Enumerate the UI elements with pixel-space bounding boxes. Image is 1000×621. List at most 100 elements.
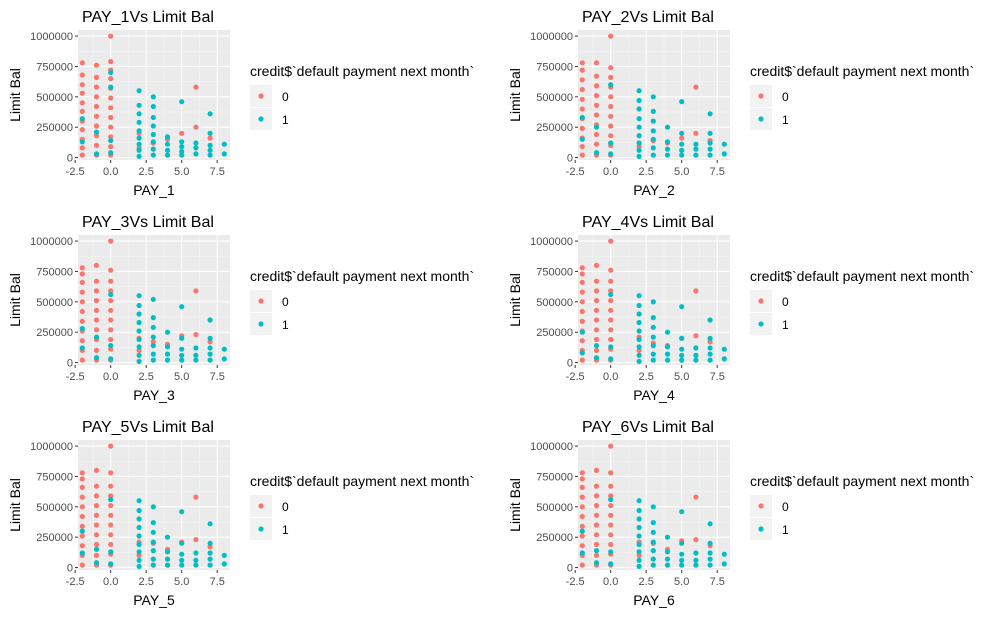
data-point <box>108 138 114 144</box>
legend-label: 0 <box>782 90 789 104</box>
y-tick-label: 0 <box>67 563 73 575</box>
data-point <box>608 82 614 88</box>
data-point <box>636 533 642 539</box>
data-point <box>93 129 100 135</box>
data-point <box>693 537 699 543</box>
data-point <box>179 562 185 568</box>
chart-panel: PAY_4Vs Limit Bal 0 250000 500000 750000 1000… <box>507 214 974 403</box>
y-tick-label: 0 <box>567 358 573 370</box>
y-tick-label: 500000 <box>36 502 73 514</box>
data-point <box>79 357 85 363</box>
data-point <box>93 123 100 129</box>
data-point <box>664 549 671 555</box>
legend-label: 0 <box>282 90 289 104</box>
data-point <box>608 278 614 284</box>
data-point <box>108 144 114 150</box>
data-point <box>108 549 114 555</box>
y-tick-label: 500000 <box>536 502 573 514</box>
data-point <box>136 498 142 504</box>
data-point <box>179 130 185 136</box>
series-1 <box>79 496 227 570</box>
data-point <box>579 308 585 315</box>
data-point <box>650 324 656 330</box>
x-tick-label: 2.5 <box>639 166 654 178</box>
data-point <box>93 288 100 294</box>
data-point <box>193 357 199 363</box>
data-point <box>108 33 114 39</box>
data-point <box>193 151 199 157</box>
y-tick-label: 1000000 <box>30 31 73 43</box>
data-point <box>207 130 213 136</box>
x-tick-label: -2.5 <box>66 576 85 588</box>
data-point <box>79 550 85 556</box>
data-point <box>650 357 656 363</box>
data-point <box>650 315 656 321</box>
data-point <box>164 562 171 568</box>
data-point <box>664 146 671 152</box>
data-point <box>150 334 156 340</box>
data-point <box>579 77 585 83</box>
data-point <box>221 356 227 362</box>
legend-marker <box>258 526 264 532</box>
data-point <box>193 537 199 543</box>
data-point <box>108 503 114 509</box>
data-point <box>193 84 199 90</box>
data-point <box>636 328 642 334</box>
data-point <box>79 116 85 122</box>
legend-title: credit$`default payment next month` <box>250 268 474 284</box>
x-tick-label: 0.0 <box>103 576 118 588</box>
data-point <box>108 84 114 90</box>
data-point <box>636 516 642 522</box>
data-point <box>579 543 585 549</box>
y-tick-label: 750000 <box>536 61 573 73</box>
data-point <box>179 551 185 557</box>
data-point <box>707 152 713 158</box>
data-point <box>679 357 685 363</box>
data-point <box>579 114 585 121</box>
data-point <box>650 118 656 124</box>
y-tick-label: 0 <box>567 563 573 575</box>
data-point <box>579 476 585 482</box>
y-tick-label: 500000 <box>36 297 73 309</box>
x-tick-label: -2.5 <box>566 371 585 383</box>
data-point <box>650 128 656 134</box>
legend-title: credit$`default payment next month` <box>750 63 974 79</box>
x-tick-label: 2.5 <box>139 166 154 178</box>
data-point <box>79 318 85 324</box>
data-point <box>79 108 85 114</box>
data-point <box>108 307 114 313</box>
data-point <box>593 288 600 294</box>
data-point <box>664 329 671 335</box>
data-point <box>650 152 656 158</box>
data-point <box>179 509 185 515</box>
data-point <box>108 483 114 489</box>
data-point <box>593 112 600 118</box>
data-point <box>79 145 85 151</box>
x-tick-label: 5.0 <box>174 576 189 588</box>
data-point <box>608 483 614 489</box>
data-point <box>650 351 656 357</box>
data-point <box>693 557 699 563</box>
chart-panel: PAY_2Vs Limit Bal 0 250000 500000 750000 1000… <box>507 9 974 198</box>
data-point <box>179 540 185 546</box>
data-point <box>179 357 185 363</box>
data-point <box>593 73 600 79</box>
legend-label: 0 <box>282 295 289 309</box>
data-point <box>108 267 114 273</box>
data-point <box>579 562 585 568</box>
data-point <box>179 346 185 352</box>
y-axis-label: Limit Bal <box>7 478 23 532</box>
data-point <box>108 291 114 298</box>
data-point <box>79 528 85 534</box>
data-point <box>79 279 85 285</box>
data-point <box>207 142 213 148</box>
y-tick-label: 750000 <box>536 266 573 278</box>
data-point <box>679 346 685 352</box>
data-point <box>707 140 713 146</box>
data-point <box>136 328 142 334</box>
data-point <box>108 76 114 82</box>
data-point <box>93 355 100 361</box>
data-point <box>608 113 614 119</box>
data-point <box>136 358 142 364</box>
